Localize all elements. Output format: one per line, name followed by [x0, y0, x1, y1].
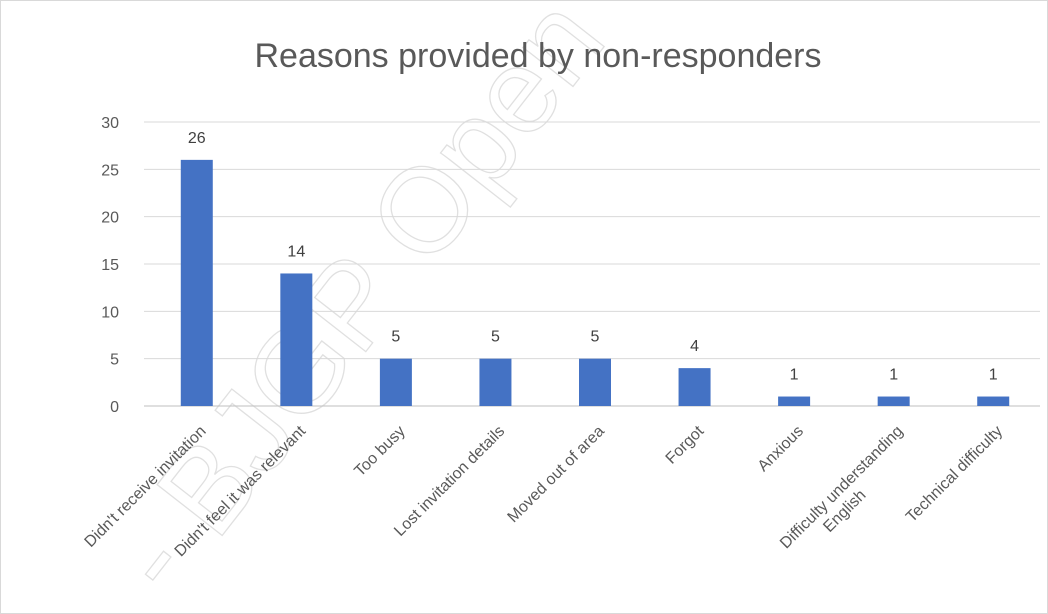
y-tick-label: 30 — [101, 115, 119, 132]
bar — [280, 273, 313, 406]
x-tick-label-line: Technical difficulty — [903, 423, 1006, 526]
y-axis: 0 5 10 15 20 25 30 — [101, 115, 119, 416]
y-tick-label: 20 — [101, 210, 119, 227]
watermark-text: - BJGP Open - BJGP Open - — [86, 1, 1047, 613]
data-label: 14 — [287, 243, 305, 260]
data-label: 1 — [790, 367, 799, 384]
y-tick-label: 25 — [101, 162, 119, 179]
data-label: 5 — [391, 329, 400, 346]
bar — [180, 159, 213, 406]
y-tick-label: 15 — [101, 257, 119, 274]
data-label: 26 — [188, 130, 206, 147]
x-tick-label: Too busy — [351, 423, 408, 480]
data-label: 5 — [591, 329, 600, 346]
y-tick-label: 0 — [110, 399, 119, 416]
bar — [778, 396, 811, 406]
x-tick-label: Anxious — [755, 423, 807, 475]
data-label: 1 — [889, 367, 898, 384]
y-tick-label: 10 — [101, 304, 119, 321]
chart-title: Reasons provided by non-responders — [254, 37, 821, 75]
x-tick-label: Lost invitation details — [391, 423, 508, 540]
bar — [479, 358, 512, 406]
data-label: 4 — [690, 338, 699, 355]
x-tick-label-line: Anxious — [755, 423, 807, 475]
data-label: 5 — [491, 329, 500, 346]
bar — [579, 358, 611, 406]
x-tick-label: Technical difficulty — [903, 423, 1006, 526]
bars — [180, 159, 1010, 406]
bar — [379, 358, 412, 406]
data-label: 1 — [989, 367, 998, 384]
x-tick-label: Forgot — [663, 422, 708, 467]
data-labels: 26 14 5 5 5 4 1 1 1 — [188, 130, 998, 384]
bar — [877, 396, 910, 406]
bar — [977, 396, 1010, 406]
x-tick-label-line: Too busy — [351, 423, 408, 480]
x-tick-label-line: Forgot — [663, 422, 708, 467]
watermark: - BJGP Open - BJGP Open - — [85, 1, 1047, 613]
bar — [678, 368, 711, 406]
x-tick-label-line: Moved out of area — [505, 423, 608, 526]
x-tick-label-line: Lost invitation details — [391, 423, 508, 540]
y-tick-label: 5 — [110, 352, 119, 369]
x-tick-label: Moved out of area — [505, 423, 608, 526]
